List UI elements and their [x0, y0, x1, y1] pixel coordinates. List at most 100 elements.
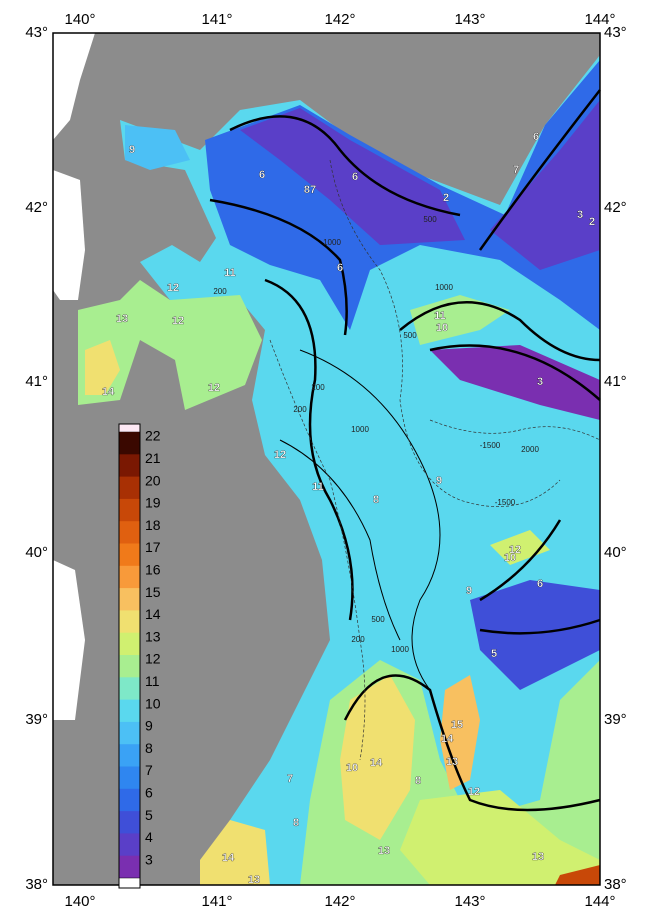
lat-label: 43° [25, 24, 48, 41]
lat-label: 42° [25, 199, 48, 216]
sea-patch [125, 125, 190, 170]
colorbar-cell [119, 699, 140, 723]
depth-label: 500 [423, 215, 437, 224]
depth-label: 200 [311, 383, 325, 392]
contour-label: 13 [116, 313, 128, 325]
lat-label: 38° [604, 876, 627, 893]
contour-label: 8 [373, 494, 379, 506]
contour-label: 12 [208, 382, 220, 394]
contour-label: 10 [436, 322, 448, 334]
warm-core [340, 675, 415, 840]
colorbar-label: 22 [145, 428, 161, 444]
contour-label: 15 [451, 719, 463, 731]
contour-label: 9 [129, 144, 135, 156]
depth-label: -1500 [480, 441, 501, 450]
contour-label: 12 [509, 544, 521, 556]
lon-label: 143° [454, 893, 485, 910]
cold-core [430, 345, 600, 420]
contour-label: 12 [274, 449, 286, 461]
lat-label: 43° [604, 24, 627, 41]
colorbar-cell [119, 655, 140, 678]
contour-line [229, 115, 461, 217]
contour-label: 7 [287, 773, 293, 785]
lon-label: 141° [201, 893, 232, 910]
lat-label: 39° [25, 711, 48, 728]
lon-label: 144° [584, 11, 615, 28]
lat-label: 41° [604, 373, 627, 390]
colorbar-cell [119, 476, 140, 500]
warm-core [200, 820, 270, 885]
colorbar-label: 17 [145, 539, 161, 555]
colorbar-label: 9 [145, 718, 153, 734]
colorbar-cell [119, 454, 140, 478]
warm-area [85, 340, 120, 395]
contour-line [279, 439, 401, 641]
colorbar-label: 7 [145, 762, 153, 778]
contour-label: 7 [513, 164, 519, 176]
cold-core [490, 100, 600, 270]
contour-line [209, 198, 348, 336]
contour-label: 14 [222, 852, 235, 864]
sea [120, 55, 600, 885]
contour-label: 5 [491, 648, 497, 660]
contour-label: 13 [532, 851, 544, 863]
colorbar-cell [119, 521, 140, 544]
colorbar-label: 21 [145, 450, 161, 466]
isobath [329, 159, 561, 507]
colorbar-cell [119, 833, 140, 857]
contour-label: 12 [172, 315, 184, 327]
contour-line [478, 89, 601, 251]
colorbar-label: 19 [145, 495, 161, 511]
colorbar-label: 8 [145, 740, 153, 756]
contour-label: 14 [370, 757, 383, 769]
depth-label: 1000 [351, 425, 369, 434]
lat-label: 42° [604, 199, 627, 216]
colorbar-cell [119, 543, 140, 567]
colorbar-cell [119, 788, 140, 812]
depth-label: 200 [351, 635, 365, 644]
depth-label: 2000 [521, 445, 539, 454]
lon-label: 144° [584, 893, 615, 910]
contour-label: 13 [248, 874, 260, 886]
contour-label: 13 [446, 756, 458, 768]
colorbar-cell [119, 632, 140, 656]
lat-label: 41° [25, 373, 48, 390]
sea-tsugaru [78, 280, 262, 410]
contour-line [343, 674, 601, 812]
contour-line [479, 519, 601, 635]
colorbar-cell [119, 766, 140, 790]
land-west [53, 33, 95, 140]
colorbar-cell [119, 565, 140, 589]
contour-label: 6 [352, 171, 358, 183]
contour-label: 9 [436, 475, 442, 487]
contour-label: 10 [346, 762, 358, 774]
colorbar: 22 21 20 19 18 17 16 15 14 13 12 11 10 9 8 7 6 5 4 3 [118, 423, 161, 889]
colorbar-label: 4 [145, 829, 153, 845]
contour-label: 12 [468, 786, 480, 798]
colorbar-cap [118, 877, 141, 889]
isobath [269, 339, 366, 761]
colorbar-label: 15 [145, 584, 161, 600]
colorbar-frame [118, 423, 141, 889]
isobath [429, 419, 601, 441]
contour-label: 3 [577, 209, 583, 221]
lat-label: 38° [25, 876, 48, 893]
lon-label: 142° [324, 893, 355, 910]
warm-water [400, 790, 600, 885]
contour-label: 14 [102, 386, 115, 398]
colorbar-label: 20 [145, 472, 161, 488]
colorbar-cell [119, 744, 140, 767]
contour-label: 6 [337, 262, 343, 274]
colorbar-cap [118, 423, 141, 433]
warm-area [490, 530, 550, 565]
warm-core [555, 865, 600, 885]
contour-label: 3 [537, 376, 543, 388]
colorbar-label: 3 [145, 851, 153, 867]
colorbar-cell [119, 498, 140, 522]
depth-label: 500 [403, 331, 417, 340]
depth-label: 1000 [435, 283, 453, 292]
contour-label: 87 [304, 184, 316, 196]
colorbar-label: 10 [145, 695, 161, 711]
depth-label: 1000 [391, 645, 409, 654]
